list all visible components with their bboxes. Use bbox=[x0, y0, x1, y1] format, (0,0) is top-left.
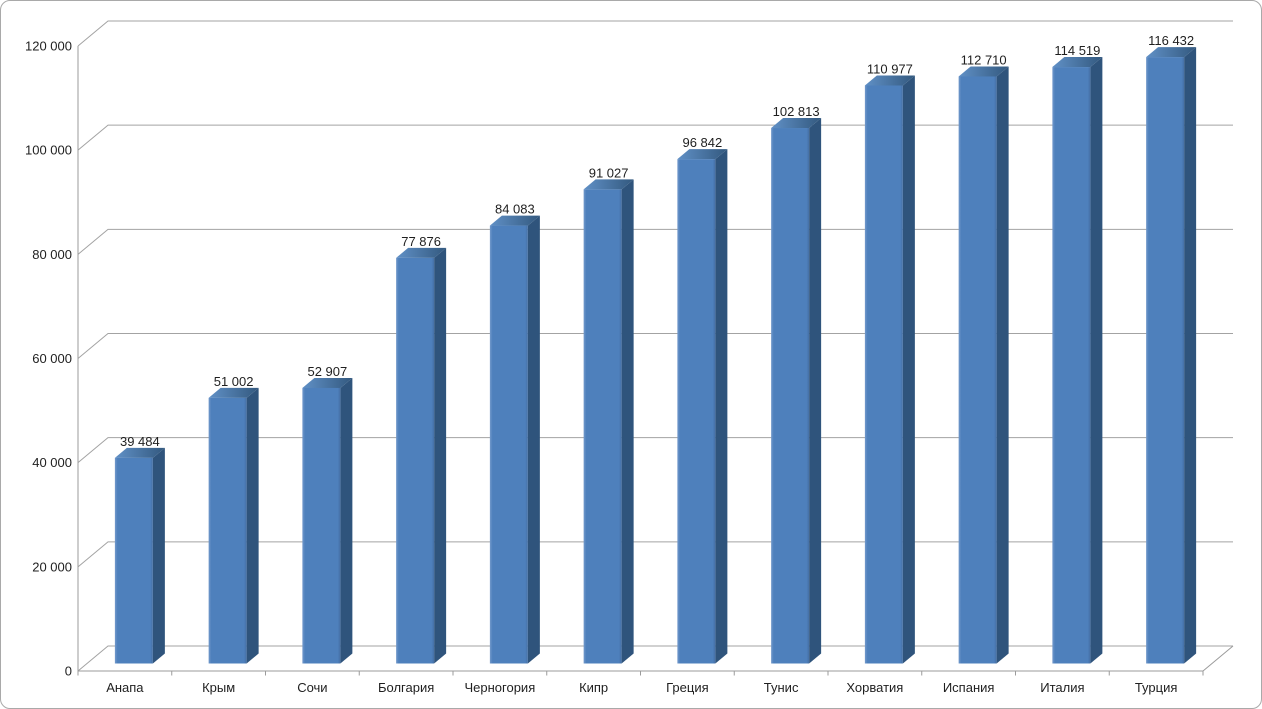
bar-Болгария[interactable]: 77 876 bbox=[396, 234, 447, 664]
bar-front-face bbox=[396, 257, 435, 664]
value-label: 77 876 bbox=[401, 234, 441, 249]
category-label: Турция bbox=[1135, 680, 1178, 695]
grid-line bbox=[77, 541, 1233, 568]
value-label: 96 842 bbox=[682, 135, 722, 150]
bar-front-face bbox=[302, 387, 341, 664]
value-label: 116 432 bbox=[1148, 33, 1194, 48]
grid-line bbox=[77, 333, 1233, 359]
bar-Турция[interactable]: 116 432 bbox=[1146, 33, 1197, 664]
ytick-label: 40 000 bbox=[32, 455, 72, 470]
bar-top-face bbox=[302, 377, 353, 388]
bar-Крым[interactable]: 51 002 bbox=[208, 374, 259, 664]
bar-top-face bbox=[771, 118, 822, 129]
bar-front-face bbox=[114, 457, 153, 664]
value-label: 52 907 bbox=[307, 364, 347, 379]
bar-Испания[interactable]: 112 710 bbox=[958, 52, 1009, 664]
axes bbox=[77, 46, 1234, 676]
bar-top-face bbox=[1146, 47, 1197, 58]
bar-side-face bbox=[996, 66, 1009, 664]
category-label: Крым bbox=[202, 680, 235, 695]
grid-line bbox=[77, 20, 1233, 47]
bar-side-face bbox=[621, 179, 634, 664]
grid-line bbox=[77, 228, 1233, 255]
category-label: Черногория bbox=[464, 680, 535, 695]
bar-top-face bbox=[208, 387, 259, 398]
category-label: Италия bbox=[1040, 680, 1084, 695]
ytick-label: 20 000 bbox=[32, 559, 72, 574]
gridlines bbox=[77, 20, 1233, 672]
ytick-label: 100 000 bbox=[25, 143, 72, 158]
ytick-label: 0 bbox=[65, 664, 72, 679]
bar-top-face bbox=[958, 66, 1009, 77]
bar-top-face bbox=[864, 75, 915, 86]
bar-side-face bbox=[527, 215, 540, 664]
bar-top-face bbox=[583, 179, 634, 190]
bar-Анапа[interactable]: 39 484 bbox=[114, 434, 165, 664]
bar-Италия[interactable]: 114 519 bbox=[1052, 43, 1103, 664]
value-label: 39 484 bbox=[120, 434, 160, 449]
value-label: 91 027 bbox=[589, 165, 629, 180]
value-label: 84 083 bbox=[495, 202, 535, 217]
category-label: Кипр bbox=[579, 680, 608, 695]
bar-side-face bbox=[340, 377, 353, 664]
bar-side-face bbox=[1184, 47, 1197, 664]
grid-line bbox=[77, 645, 1233, 672]
ytick-label: 80 000 bbox=[32, 247, 72, 262]
bars: 39 484 51 002 52 907 77 876 84 083 91 027 96 8… bbox=[114, 33, 1197, 664]
category-label: Хорватия bbox=[846, 680, 903, 695]
ytick-label: 60 000 bbox=[32, 351, 72, 366]
bar-side-face bbox=[246, 387, 259, 664]
value-label: 112 710 bbox=[961, 52, 1007, 67]
bar-front-face bbox=[771, 128, 810, 664]
category-label: Тунис bbox=[764, 680, 799, 695]
bar-side-face bbox=[715, 149, 728, 664]
bar-front-face bbox=[1146, 57, 1185, 664]
bar-top-face bbox=[489, 215, 540, 226]
bar-Черногория[interactable]: 84 083 bbox=[489, 202, 540, 664]
bar-side-face bbox=[434, 247, 447, 664]
category-labels: Анапа Крым Сочи Болгария Черногория Кипр Греци… bbox=[106, 680, 1177, 695]
grid-line bbox=[77, 124, 1233, 151]
category-label: Испания bbox=[943, 680, 995, 695]
bar-Греция[interactable]: 96 842 bbox=[677, 135, 728, 664]
grid-line bbox=[77, 437, 1233, 464]
bar-front-face bbox=[583, 189, 622, 664]
bar-Хорватия[interactable]: 110 977 bbox=[864, 61, 915, 664]
category-label: Сочи bbox=[297, 680, 327, 695]
bar-side-face bbox=[152, 447, 165, 664]
ytick-label: 120 000 bbox=[25, 39, 72, 54]
bar-top-face bbox=[114, 447, 165, 458]
value-label: 110 977 bbox=[867, 61, 913, 76]
bar-front-face bbox=[489, 225, 528, 664]
bar-top-face bbox=[1052, 57, 1103, 68]
bar-front-face bbox=[864, 85, 903, 664]
value-label: 102 813 bbox=[773, 104, 820, 119]
category-label: Болгария bbox=[378, 680, 434, 695]
bar-front-face bbox=[208, 397, 247, 664]
value-label: 114 519 bbox=[1054, 43, 1100, 58]
bar-Тунис[interactable]: 102 813 bbox=[771, 104, 822, 664]
bar-top-face bbox=[677, 149, 728, 160]
bar-Сочи[interactable]: 52 907 bbox=[302, 364, 353, 664]
bar-side-face bbox=[1090, 57, 1103, 664]
value-label: 51 002 bbox=[214, 374, 254, 389]
bar-side-face bbox=[809, 118, 822, 664]
bar-front-face bbox=[677, 159, 716, 664]
category-label: Греция bbox=[666, 680, 709, 695]
bar-top-face bbox=[396, 247, 447, 258]
category-label: Анапа bbox=[106, 680, 144, 695]
y-axis-labels: 0 20 000 40 000 60 000 80 000 100 000 120 000 bbox=[25, 39, 72, 679]
bar-front-face bbox=[1052, 67, 1091, 664]
bar-front-face bbox=[958, 76, 997, 664]
bar-Кипр[interactable]: 91 027 bbox=[583, 165, 634, 664]
bar-side-face bbox=[902, 75, 915, 664]
